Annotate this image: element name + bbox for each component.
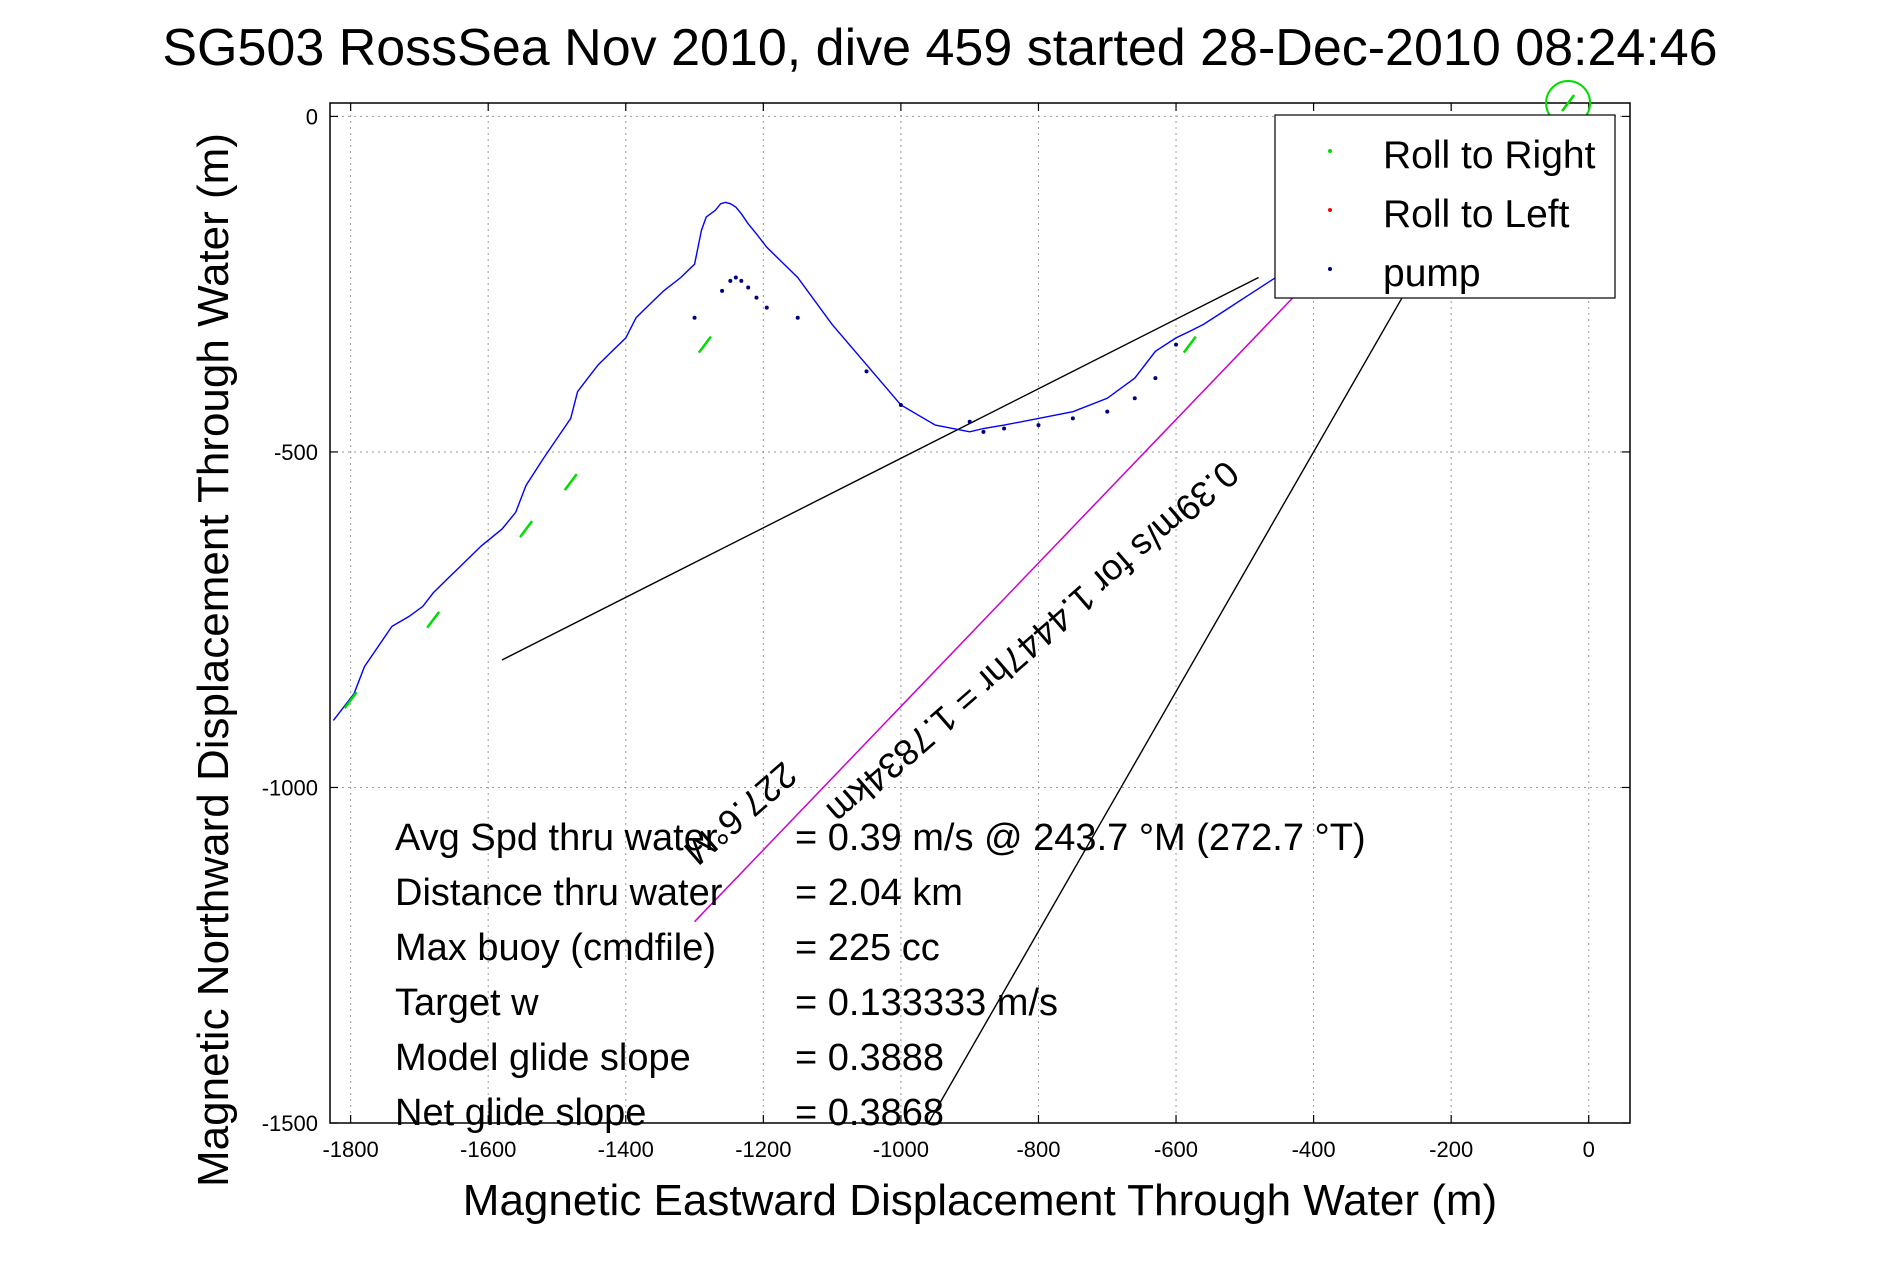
x-tick-label: 0 [1583, 1137, 1595, 1162]
legend-marker [1328, 149, 1332, 153]
heading-line [694, 297, 1294, 923]
pump-point [739, 278, 744, 283]
pump-point [764, 305, 769, 310]
roll-right-point [1182, 335, 1197, 354]
pump-point [1105, 409, 1110, 414]
pump-point [1153, 376, 1158, 381]
x-tick-label: -1200 [735, 1137, 791, 1162]
pump-point [692, 315, 697, 320]
pump-point [1002, 426, 1007, 431]
stat-value: = 0.133333 m/s [795, 982, 1058, 1024]
x-tick-label: -800 [1016, 1137, 1060, 1162]
x-tick-label: -1800 [322, 1137, 378, 1162]
stat-label: Net glide slope [395, 1092, 646, 1134]
stat-label: Model glide slope [395, 1037, 691, 1079]
x-axis-label: Magnetic Eastward Displacement Through W… [463, 1176, 1497, 1225]
pump-point [746, 285, 751, 290]
pump-point [754, 295, 759, 300]
legend-label: Roll to Right [1383, 134, 1596, 177]
x-tick-label: -200 [1429, 1137, 1473, 1162]
stat-label: Distance thru water [395, 872, 723, 914]
stat-value: = 0.3868 [795, 1092, 944, 1134]
annotation-layer: 227.6°M 0.39m/s for 1.4447hr = 1.7834km [676, 453, 1246, 873]
stat-label: Avg Spd thru water [395, 817, 718, 859]
x-tick-label: -1000 [873, 1137, 929, 1162]
x-tick-label: -1600 [460, 1137, 516, 1162]
guide-line [501, 276, 1259, 661]
stat-value: = 0.3888 [795, 1037, 944, 1079]
pump-point [898, 402, 903, 407]
legend-marker [1328, 267, 1332, 271]
annotation-label: 0.39m/s for 1.4447hr = 1.7834km [819, 453, 1247, 833]
roll-right-point [697, 335, 712, 354]
y-tick-label: -1500 [262, 1111, 318, 1136]
roll-right-point [343, 691, 358, 709]
x-tick-label: -1400 [598, 1137, 654, 1162]
stat-label: Target w [395, 982, 539, 1024]
series-layer [332, 201, 1315, 721]
series-line [332, 201, 1315, 721]
guide-lines [501, 276, 1411, 1124]
y-tick-label: -500 [274, 440, 318, 465]
stat-value: = 0.39 m/s @ 243.7 °M (272.7 °T) [795, 817, 1366, 859]
pump-point [1174, 342, 1179, 347]
y-tick-label: 0 [306, 104, 318, 129]
y-axis-label: Magnetic Northward Displacement Through … [189, 133, 238, 1187]
stat-value: = 225 cc [795, 927, 940, 969]
x-tick-label: -600 [1154, 1137, 1198, 1162]
pump-point [1036, 423, 1041, 428]
stat-label: Max buoy (cmdfile) [395, 927, 716, 969]
legend: Roll to Right Roll to Left pump [1274, 114, 1616, 299]
x-axis-ticks: -1800 -1600 -1400 -1200 -1000 -800 -600 -400 -20… [322, 103, 1595, 1162]
pump-point [864, 369, 869, 374]
pump-point [967, 419, 972, 424]
pump-point [795, 315, 800, 320]
chart-title: SG503 RossSea Nov 2010, dive 459 started… [162, 19, 1717, 77]
pump-point [728, 278, 733, 283]
stat-value: = 2.04 km [795, 872, 963, 914]
x-tick-label: -400 [1292, 1137, 1336, 1162]
plot-area [329, 102, 1631, 1124]
legend-marker [1328, 208, 1332, 212]
pump-point [1070, 416, 1075, 421]
pump-point [720, 288, 725, 293]
guide-line [927, 283, 1411, 1124]
roll-right-point [563, 473, 578, 491]
roll-right-point [519, 520, 534, 538]
roll-right-point [1561, 94, 1576, 112]
pump-point [1132, 396, 1137, 401]
legend-box [1274, 114, 1616, 299]
stats-box: Avg Spd thru water = 0.39 m/s @ 243.7 °M … [395, 817, 1366, 1134]
pump-point [981, 429, 986, 434]
roll-right-point [426, 610, 441, 629]
y-tick-label: -1000 [262, 775, 318, 800]
pump-point [733, 275, 738, 280]
legend-label: pump [1383, 252, 1481, 295]
y-axis-ticks: 0 -500 -1000 -1500 [262, 104, 1630, 1136]
legend-label: Roll to Left [1383, 193, 1570, 236]
